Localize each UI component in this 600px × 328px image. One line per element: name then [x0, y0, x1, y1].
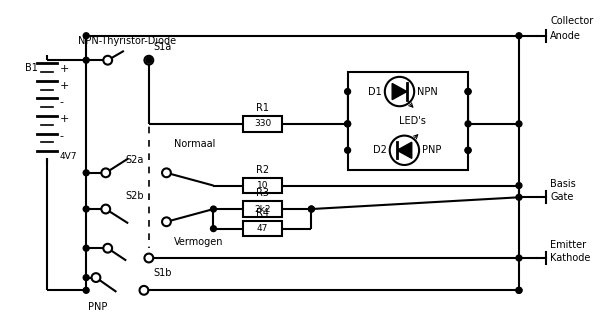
Text: R2: R2: [256, 165, 269, 175]
Polygon shape: [392, 83, 407, 100]
Text: R4: R4: [256, 208, 269, 218]
Text: PNP: PNP: [88, 302, 107, 312]
Circle shape: [516, 183, 522, 189]
Text: 10: 10: [257, 181, 268, 190]
Text: R3: R3: [256, 188, 269, 198]
Text: +: +: [60, 81, 69, 91]
Text: PNP: PNP: [422, 145, 442, 155]
Circle shape: [145, 56, 153, 65]
Text: D1: D1: [368, 87, 382, 96]
Circle shape: [83, 206, 89, 212]
Circle shape: [516, 33, 522, 39]
Text: 47: 47: [257, 224, 268, 233]
Text: LED's: LED's: [399, 116, 426, 126]
Circle shape: [344, 121, 350, 127]
Text: +: +: [60, 64, 69, 74]
Circle shape: [92, 273, 100, 282]
Text: Anode: Anode: [550, 31, 581, 41]
Text: S1a: S1a: [154, 42, 172, 52]
Text: +: +: [60, 114, 69, 124]
Circle shape: [83, 57, 89, 63]
Circle shape: [344, 147, 350, 153]
Text: 4V7: 4V7: [60, 152, 77, 161]
Circle shape: [516, 287, 522, 293]
Text: -: -: [60, 131, 64, 141]
Circle shape: [465, 147, 471, 153]
Circle shape: [516, 121, 522, 127]
Text: Basis: Basis: [550, 179, 576, 190]
Circle shape: [211, 206, 217, 212]
Text: S2b: S2b: [125, 191, 144, 201]
Circle shape: [516, 195, 522, 200]
Circle shape: [344, 121, 350, 127]
Bar: [347, 72, 468, 170]
Text: Normaal: Normaal: [174, 139, 215, 149]
Circle shape: [101, 168, 110, 177]
Text: Collector: Collector: [550, 16, 593, 26]
Circle shape: [465, 121, 471, 127]
Circle shape: [83, 33, 89, 39]
Circle shape: [308, 206, 314, 212]
Text: Vermogen: Vermogen: [174, 237, 224, 247]
Circle shape: [101, 205, 110, 214]
Circle shape: [516, 255, 522, 261]
Text: NPN: NPN: [417, 87, 438, 96]
Text: 330: 330: [254, 119, 271, 128]
Circle shape: [83, 287, 89, 293]
Circle shape: [516, 287, 522, 293]
Circle shape: [103, 56, 112, 65]
Circle shape: [465, 147, 471, 153]
Text: B1: B1: [25, 63, 38, 73]
Text: D2: D2: [373, 145, 387, 155]
Text: -: -: [60, 97, 64, 107]
Bar: [243, 178, 282, 194]
Circle shape: [83, 245, 89, 251]
Circle shape: [162, 217, 171, 226]
Circle shape: [385, 77, 414, 106]
Text: S2a: S2a: [125, 155, 144, 165]
Circle shape: [146, 57, 152, 63]
Text: 2k2: 2k2: [254, 205, 271, 214]
Bar: [243, 201, 282, 217]
Circle shape: [83, 170, 89, 176]
Circle shape: [83, 275, 89, 280]
Text: Gate: Gate: [550, 192, 574, 202]
Circle shape: [211, 226, 217, 232]
Circle shape: [103, 244, 112, 253]
Circle shape: [140, 286, 148, 295]
Circle shape: [162, 168, 171, 177]
Circle shape: [465, 89, 471, 94]
Text: R1: R1: [256, 103, 269, 113]
Circle shape: [308, 206, 314, 212]
Text: S1b: S1b: [154, 268, 172, 278]
Text: NPN-Thyristor-Diode: NPN-Thyristor-Diode: [78, 35, 176, 46]
Polygon shape: [397, 142, 412, 158]
Circle shape: [145, 254, 153, 262]
Bar: [243, 116, 282, 132]
Text: Emitter: Emitter: [550, 240, 586, 250]
Circle shape: [465, 89, 471, 94]
Text: Kathode: Kathode: [550, 253, 590, 263]
Circle shape: [390, 135, 419, 165]
Circle shape: [344, 89, 350, 94]
Bar: [243, 221, 282, 236]
